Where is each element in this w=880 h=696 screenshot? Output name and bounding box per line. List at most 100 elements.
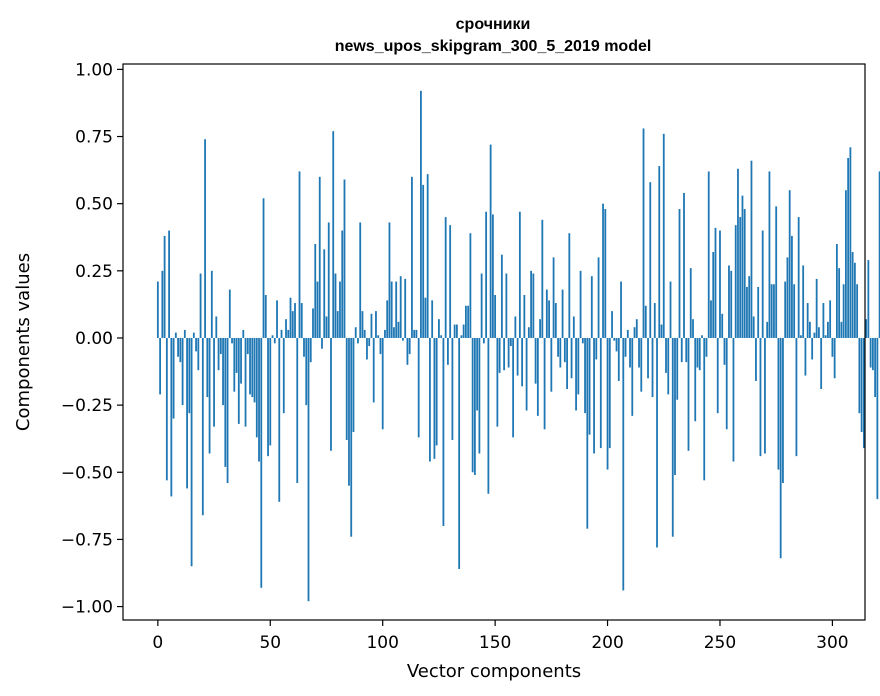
bar-135 (460, 335, 463, 338)
bar-177 (554, 303, 557, 338)
bar-197 (599, 337, 602, 449)
bar-121 (429, 337, 431, 462)
bar-48 (264, 295, 267, 338)
bar-76 (327, 222, 330, 338)
bar-86 (350, 337, 353, 537)
bar-288 (804, 337, 807, 376)
bar-229 (671, 337, 674, 537)
bar-236 (687, 337, 690, 451)
bar-299 (829, 300, 832, 338)
bar-116 (417, 337, 420, 438)
y-axis-label: Components values (13, 253, 34, 431)
bar-77 (330, 337, 332, 451)
bar-287 (802, 265, 805, 338)
bar-11 (181, 337, 184, 406)
chart-title: срочники (456, 16, 531, 33)
bar-280 (786, 257, 789, 338)
bar-158 (512, 337, 515, 438)
bar-220 (651, 337, 654, 398)
bar-112 (408, 337, 411, 355)
bar-234 (683, 192, 685, 338)
bar-32 (228, 289, 231, 338)
bar-81 (339, 281, 341, 338)
bar-206 (620, 281, 622, 338)
bar-208 (624, 337, 627, 357)
bar-240 (696, 337, 699, 368)
bar-49 (267, 337, 269, 457)
bar-187 (577, 337, 580, 395)
bar-45 (258, 337, 260, 462)
bar-90 (359, 222, 362, 338)
x-axis: 0 50 100 150 200 250 300 (152, 620, 849, 653)
bar-173 (545, 289, 548, 338)
bar-267 (757, 286, 760, 338)
bar-155 (505, 273, 508, 338)
bar-251 (721, 313, 724, 338)
bar-201 (608, 337, 611, 449)
bar-156 (507, 337, 510, 368)
bar-319 (874, 337, 877, 398)
bars-group (156, 90, 880, 602)
bar-129 (447, 337, 449, 365)
bar-35 (235, 337, 238, 373)
bar-186 (575, 337, 577, 411)
bar-262 (746, 286, 748, 338)
bar-199 (604, 209, 607, 338)
bar-84 (345, 337, 348, 441)
bar-295 (820, 337, 823, 389)
bar-59 (289, 297, 292, 338)
bar-108 (399, 276, 402, 338)
bar-162 (521, 337, 524, 387)
bar-260 (741, 195, 744, 338)
bar-102 (386, 300, 389, 338)
bar-247 (712, 252, 715, 338)
bar-181 (563, 337, 566, 363)
y-tick-label: 0.50 (75, 195, 113, 215)
bar-316 (867, 260, 870, 338)
plot-frame (122, 63, 866, 621)
bar-314 (862, 337, 865, 449)
bar-257 (734, 225, 737, 338)
bar-235 (685, 337, 688, 363)
bar-185 (572, 316, 575, 338)
bar-107 (397, 321, 400, 338)
bar-148 (489, 144, 492, 338)
bar-149 (491, 214, 494, 338)
bar-70 (314, 243, 317, 338)
bar-30 (224, 337, 227, 467)
bar-205 (617, 337, 620, 381)
x-tick-label: 50 (259, 633, 281, 653)
bar-241 (698, 337, 701, 371)
bar-147 (487, 337, 490, 494)
bar-137 (464, 305, 467, 338)
bar-317 (869, 337, 872, 368)
bar-269 (761, 230, 764, 338)
bar-20 (201, 337, 204, 516)
bar-286 (800, 335, 802, 338)
bar-3 (163, 235, 166, 338)
bar-123 (433, 337, 436, 459)
x-tick-label: 0 (152, 633, 163, 653)
bar-94 (368, 337, 371, 347)
bar-37 (240, 337, 242, 384)
y-tick-label: 0.75 (75, 128, 113, 148)
bar-193 (590, 276, 593, 338)
y-axis: −1.00 −0.75 −0.50 −0.25 0.00 0.25 0.50 0.75 1.00 (61, 60, 123, 618)
bar-8 (174, 332, 177, 338)
bar-255 (730, 270, 733, 338)
bar-63 (298, 171, 301, 338)
bar-55 (280, 329, 283, 338)
bar-290 (809, 321, 811, 338)
bar-22 (206, 337, 209, 398)
bar-109 (402, 337, 404, 341)
bar-29 (222, 337, 224, 406)
bar-145 (482, 337, 485, 344)
bar-281 (788, 190, 791, 338)
bar-172 (543, 337, 546, 430)
y-tick-label: 1.00 (75, 60, 113, 80)
bar-120 (426, 174, 429, 338)
bar-228 (669, 281, 672, 338)
bar-66 (305, 337, 308, 406)
bar-153 (500, 254, 503, 338)
bar-56 (282, 337, 285, 414)
